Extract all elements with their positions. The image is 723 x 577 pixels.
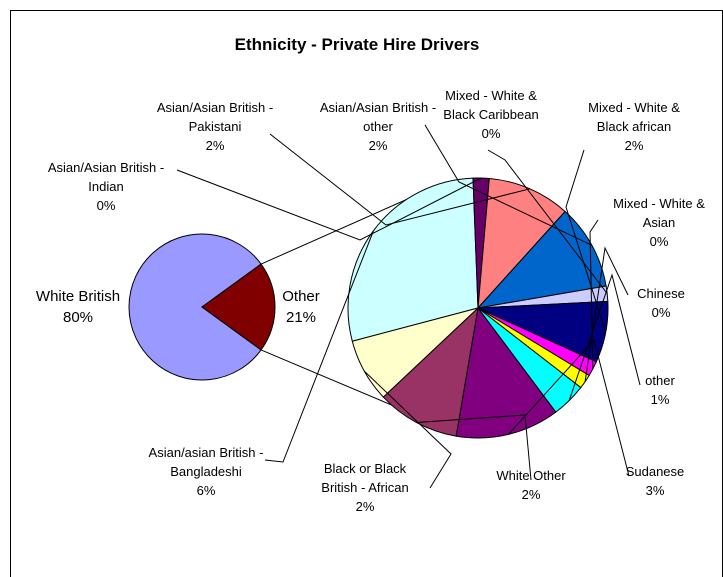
label-sudanese-percent: 3% (646, 483, 665, 498)
label-chinese: Chinese 0% (637, 286, 685, 320)
label-white-other-text: White Other (496, 468, 566, 483)
label-mixed-white-black-caribbean-text: Black Caribbean (443, 107, 538, 122)
label-other-text: Other (282, 288, 320, 305)
label-asian-asian-british-bangladeshi-text: Bangladeshi (170, 464, 242, 479)
label-mixed-white-asian: Mixed - White & Asian 0% (613, 196, 705, 249)
label-chinese-percent: 0% (652, 305, 671, 320)
leader-line-asian-asian-british-other (424, 124, 593, 246)
main-pie (128, 233, 276, 381)
label-mixed-white-asian-text: Mixed - White & (613, 196, 705, 211)
chart-title: Ethnicity - Private Hire Drivers (235, 35, 480, 54)
label-asian-asian-british-indian-percent: 0% (97, 198, 116, 213)
pie-slice-white-british (128, 233, 262, 381)
label-chinese-text: Chinese (637, 286, 685, 301)
leader-line-mixed-white-black-african (565, 149, 607, 333)
pie-slice-asian-asian-british-bangladeshi (347, 177, 479, 342)
label-white-other-percent: 2% (522, 487, 541, 502)
leader-line-mixed-white-black-caribbean (487, 149, 608, 294)
label-asian-asian-british-other: Asian/Asian British - other 2% (320, 100, 436, 153)
label-other: other 1% (645, 373, 675, 407)
label-asian-asian-british-pakistani: Asian/Asian British - Pakistani 2% (157, 100, 273, 153)
label-asian-asian-british-bangladeshi: Asian/asian British - Bangladeshi 6% (149, 445, 264, 498)
leader-line-chinese (584, 246, 629, 382)
label-asian-asian-british-indian-text: Asian/Asian British - (48, 160, 164, 175)
label-asian-asian-british-pakistani-text: Asian/Asian British - (157, 100, 273, 115)
slice-labels: White British 80% Other 21% Asian/asian Brit… (36, 88, 705, 514)
label-white-british-text: White British (36, 288, 120, 305)
leader-line-asian-asian-british-pakistani (269, 133, 531, 226)
label-other-percent: 21% (286, 309, 316, 326)
label-asian-asian-british-indian: Asian/Asian British - Indian 0% (48, 160, 164, 213)
label-asian-asian-british-other-text: other (363, 119, 393, 134)
label-sudanese-text: Sudanese (626, 464, 685, 479)
label-asian-asian-british-indian-text: Indian (88, 179, 123, 194)
label-mixed-white-asian-text: Asian (643, 215, 676, 230)
label-asian-asian-british-other-percent: 2% (369, 138, 388, 153)
label-mixed-white-black-african-text: Mixed - White & (588, 100, 680, 115)
label-white-british: White British 80% (36, 288, 120, 326)
label-mixed-white-black-african-percent: 2% (625, 138, 644, 153)
label-asian-asian-british-bangladeshi-text: Asian/asian British - (149, 445, 264, 460)
label-other: Other 21% (282, 288, 320, 326)
label-asian-asian-british-pakistani-text: Pakistani (189, 119, 242, 134)
label-mixed-white-black-african: Mixed - White & Black african 2% (588, 100, 680, 153)
label-sudanese: Sudanese 3% (626, 464, 685, 498)
leader-line-mixed-white-asian (589, 219, 599, 369)
label-mixed-white-black-african-text: Black african (597, 119, 671, 134)
leader-line-black-or-black-british-african (363, 370, 452, 489)
leader-line-white-other (416, 414, 532, 481)
leader-line-other (568, 273, 641, 401)
label-asian-asian-british-pakistani-percent: 2% (206, 138, 225, 153)
label-asian-asian-british-other-text: Asian/Asian British - (320, 100, 436, 115)
secondary-pie (347, 177, 609, 439)
label-asian-asian-british-bangladeshi-percent: 6% (197, 483, 216, 498)
label-mixed-white-black-caribbean-text: Mixed - White & (445, 88, 537, 103)
pie-slice-other (201, 263, 276, 351)
label-other-text: other (645, 373, 675, 388)
label-other-percent: 1% (651, 392, 670, 407)
label-black-or-black-british-african: Black or Black British - African 2% (321, 461, 408, 514)
label-black-or-black-british-african-text: Black or Black (324, 461, 407, 476)
label-black-or-black-british-african-text: British - African (321, 480, 408, 495)
label-mixed-white-black-caribbean: Mixed - White & Black Caribbean 0% (443, 88, 538, 141)
label-mixed-white-asian-percent: 0% (650, 234, 669, 249)
leader-line-asian-asian-british-indian (176, 169, 482, 241)
leader-line-sudanese (508, 338, 630, 477)
leader-lines (176, 124, 641, 489)
leader-line-asian-asian-british-bangladeshi (264, 230, 374, 463)
label-black-or-black-british-african-percent: 2% (356, 499, 375, 514)
label-white-british-percent: 80% (63, 309, 93, 326)
label-white-other: White Other 2% (496, 468, 566, 502)
label-mixed-white-black-caribbean-percent: 0% (482, 126, 501, 141)
